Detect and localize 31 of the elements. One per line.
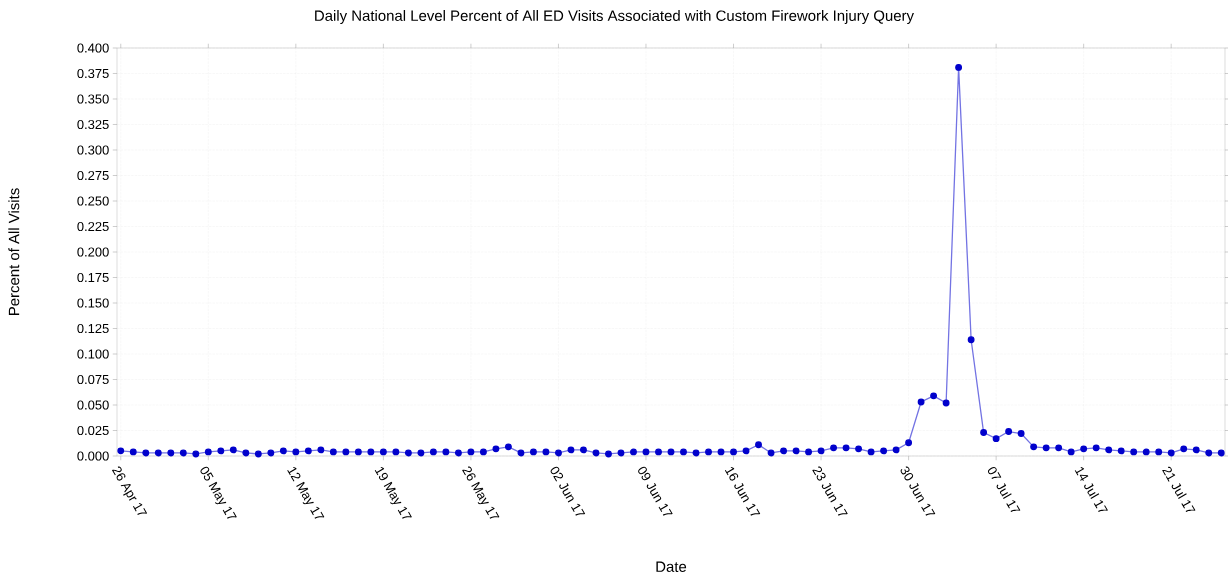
x-tick-label: 23 Jun 17 <box>812 466 848 516</box>
y-tick-label: 0.250 <box>77 196 109 206</box>
x-tick-label: 07 Jul 17 <box>987 466 1021 513</box>
x-tick-label: 26 Apr 17 <box>111 466 148 515</box>
y-tick-label: 0.300 <box>77 145 109 155</box>
y-tick-label: 0.000 <box>77 451 109 461</box>
y-tick-label: 0.200 <box>77 247 109 257</box>
y-tick-label: 0.025 <box>77 425 109 436</box>
y-tick-label: 0.050 <box>77 400 109 410</box>
y-axis-title: Percent of All Visits <box>8 188 20 316</box>
y-tick-label: 0.125 <box>77 323 109 334</box>
x-tick-label: 02 Jun 17 <box>550 466 586 516</box>
y-tick-label: 0.400 <box>77 43 109 53</box>
chart-title: Daily National Level Percent of All ED Visits Associated with Custom Firework Injury Query <box>315 10 914 24</box>
y-tick-label: 0.175 <box>77 272 109 283</box>
x-tick-label: 12 May 17 <box>287 466 325 519</box>
y-tick-label: 0.350 <box>77 94 109 104</box>
y-tick-label: 0.275 <box>77 170 109 181</box>
x-axis-title: Date <box>656 561 687 572</box>
y-tick-label: 0.150 <box>77 298 109 308</box>
x-tick-label: 16 Jun 17 <box>724 466 761 516</box>
x-tick-label: 21 Jul 17 <box>1162 466 1196 513</box>
x-tick-label: 30 Jun 17 <box>900 466 936 516</box>
x-tick-label: 14 Jul 17 <box>1074 467 1108 513</box>
y-tick-label: 0.375 <box>77 68 109 79</box>
x-tick-label: 26 May 17 <box>462 466 500 519</box>
x-tick-label: 09 Jun 17 <box>638 466 673 516</box>
y-tick-label: 0.100 <box>77 349 109 359</box>
y-tick-label: 0.075 <box>77 374 109 385</box>
y-tick-label: 0.225 <box>77 221 109 232</box>
y-tick-label: 0.325 <box>77 119 109 130</box>
